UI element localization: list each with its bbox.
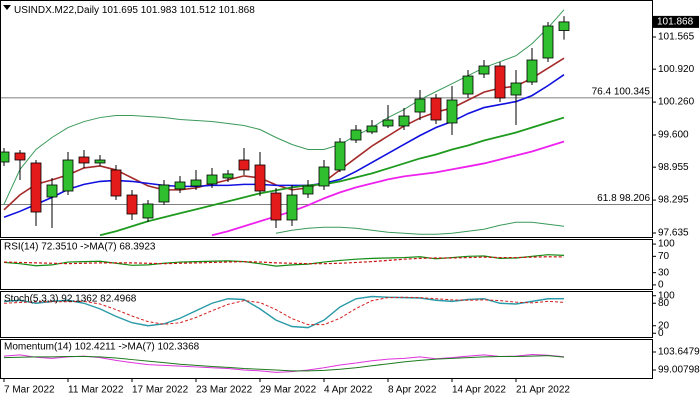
candle-body <box>366 125 378 133</box>
indicator-line <box>3 295 565 329</box>
candle-body <box>270 192 282 221</box>
candle-body <box>238 159 250 171</box>
y-tick-label: 101.565 <box>658 32 695 43</box>
panel-2 <box>3 295 565 329</box>
y-tick-label: 98.955 <box>658 162 689 173</box>
candle-body <box>334 141 346 171</box>
x-tick-label: 21 Apr 2022 <box>516 385 570 396</box>
candle-body <box>382 119 394 127</box>
y-tick-label: 97.635 <box>658 228 689 239</box>
candle-body <box>30 162 42 213</box>
stoch-frame <box>0 291 653 338</box>
plot-layer: 101.565 100.920 100.260 99.600 98.955 98.295 9… <box>1 9 700 396</box>
momentum-frame <box>0 339 653 379</box>
title-open: 101.695 <box>102 5 139 16</box>
y-tick-label: 100 <box>658 290 675 301</box>
candle-body <box>46 184 58 198</box>
y-tick-label: 100 <box>658 239 675 250</box>
indicator-title: Momentum(14) 102.4211 ->MA(7) 102.3368 <box>4 342 200 353</box>
indicator-line <box>3 355 565 372</box>
y-tick-label: 100.920 <box>658 64 695 75</box>
fib-label: 61.8 98.206 <box>597 193 650 204</box>
candle-body <box>286 194 298 221</box>
fib-label: 76.4 100.345 <box>592 86 651 97</box>
candle-body <box>206 174 218 185</box>
y-tick-label: 98.295 <box>658 195 689 206</box>
candle-body <box>14 152 26 161</box>
y-tick-label: 99.600 <box>658 130 689 141</box>
candle-body <box>558 21 570 31</box>
rsi-frame <box>0 239 653 290</box>
candle-body <box>126 194 138 215</box>
candle-body <box>318 166 330 187</box>
candle-body <box>94 159 106 164</box>
x-tick-label: 7 Mar 2022 <box>4 385 55 396</box>
indicator-line <box>275 221 565 235</box>
candle-body <box>110 169 122 197</box>
title-icon <box>3 5 11 10</box>
indicator-line <box>3 354 565 373</box>
y-tick-label: 70 <box>658 251 670 262</box>
candle-body <box>174 181 186 190</box>
y-tick-label: 80 <box>658 298 670 309</box>
indicator-line <box>3 57 565 211</box>
x-tick-label: 4 Apr 2022 <box>324 385 373 396</box>
candle-body <box>190 179 202 187</box>
title-high: 101.983 <box>141 5 178 16</box>
candle-body <box>222 173 234 179</box>
indicator-title: Stoch(5,3,3) 92.1362 82.4968 <box>4 294 137 305</box>
candle-body <box>542 25 554 59</box>
x-tick-label: 17 Mar 2022 <box>132 385 189 396</box>
indicator-title: RSI(14) 72.3510 ->MA(7) 68.3923 <box>4 242 156 253</box>
candle-body <box>62 159 74 192</box>
y-tick-label: 100.260 <box>658 97 695 108</box>
price-label: 101.868 <box>657 17 694 28</box>
candle-body <box>494 65 506 99</box>
indicator-line <box>99 116 565 237</box>
candle-body <box>78 156 90 164</box>
price-box <box>653 15 699 28</box>
candle-body <box>142 203 154 219</box>
main-frame <box>0 0 653 238</box>
chart-title: USINDX.M22,Daily 101.695 101.983 101.512… <box>14 5 255 16</box>
indicator-line <box>3 254 565 267</box>
candle-body <box>398 115 410 127</box>
y-tick-label: 30 <box>658 267 670 278</box>
candle-body <box>158 184 170 203</box>
candle-body <box>526 59 538 83</box>
frames <box>0 0 653 379</box>
x-tick-label: 11 Mar 2022 <box>68 385 124 396</box>
candle-body <box>414 98 426 113</box>
x-tick-label: 29 Mar 2022 <box>260 385 317 396</box>
x-tick-label: 14 Apr 2022 <box>452 385 506 396</box>
y-tick-label: 0 <box>658 328 664 339</box>
indicator-line <box>3 9 565 205</box>
candle-body <box>350 129 362 141</box>
title-symbol: USINDX.M22,Daily <box>14 5 99 16</box>
indicator-line <box>3 296 565 326</box>
indicator-line <box>3 74 565 219</box>
title-low: 101.512 <box>180 5 217 16</box>
candle-body <box>1 151 10 163</box>
candle-body <box>478 65 490 75</box>
candle-body <box>510 82 522 96</box>
candle-body <box>430 97 442 121</box>
x-tick-label: 23 Mar 2022 <box>196 385 253 396</box>
indicator-line <box>3 256 565 265</box>
x-tick-label: 8 Apr 2022 <box>388 385 437 396</box>
candle-body <box>462 75 474 95</box>
y-tick-label: 99.00798 <box>658 365 700 376</box>
panel-1 <box>3 254 565 267</box>
candle-body <box>254 164 266 192</box>
y-tick-label: 20 <box>658 320 670 331</box>
candle-body <box>446 99 458 124</box>
y-tick-label: 0 <box>658 280 664 291</box>
y-tick-label: 103.6479 <box>658 347 700 358</box>
title-close: 101.868 <box>219 5 256 16</box>
panel-3 <box>3 354 565 373</box>
candle-body <box>302 185 314 195</box>
panel-0 <box>1 9 652 237</box>
